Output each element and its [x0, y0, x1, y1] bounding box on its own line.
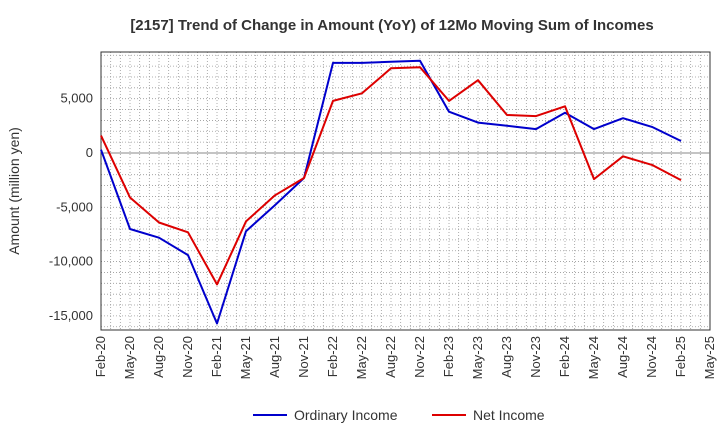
series-line-1 [100, 66, 682, 286]
y-tick-label: 0 [86, 145, 93, 160]
series-line-0 [100, 59, 682, 325]
x-tick-label: May-25 [702, 336, 717, 379]
x-tick-label: May-24 [586, 336, 601, 379]
legend: Ordinary Income Net Income [253, 407, 545, 423]
x-tick-label: May-20 [122, 336, 137, 379]
y-tick-label: -5,000 [56, 199, 93, 214]
x-tick-label: Aug-24 [615, 336, 630, 378]
x-tick-label: Feb-21 [209, 336, 224, 377]
plot-area [101, 52, 710, 330]
x-tick-label: Feb-20 [93, 336, 108, 377]
x-tick-label: Nov-24 [644, 336, 659, 378]
x-tick-label: May-21 [238, 336, 253, 379]
x-tick-label: May-23 [470, 336, 485, 379]
legend-label: Net Income [473, 407, 545, 423]
series-layer [100, 59, 682, 325]
x-tick-label: Feb-22 [325, 336, 340, 377]
x-tick-label: May-22 [354, 336, 369, 379]
y-tick-label: -10,000 [49, 254, 93, 269]
x-axis-ticks: Feb-20 May-20 Aug-20 Nov-20 Feb-21 May-21 Aug-… [93, 336, 717, 379]
x-tick-label: Nov-21 [296, 336, 311, 378]
x-tick-label: Aug-23 [499, 336, 514, 378]
x-tick-label: Feb-24 [557, 336, 572, 377]
x-tick-label: Nov-23 [528, 336, 543, 378]
legend-label: Ordinary Income [294, 407, 398, 423]
grid-lines [100, 52, 711, 330]
x-tick-label: Aug-21 [267, 336, 282, 378]
y-tick-label: -15,000 [49, 308, 93, 323]
x-tick-label: Feb-25 [673, 336, 688, 377]
x-tick-label: Aug-20 [151, 336, 166, 378]
x-tick-label: Nov-22 [412, 336, 427, 378]
y-axis-label: Amount (million yen) [6, 127, 22, 255]
x-tick-label: Aug-22 [383, 336, 398, 378]
y-tick-label: 5,000 [60, 91, 93, 106]
x-tick-label: Feb-23 [441, 336, 456, 377]
chart-title: [2157] Trend of Change in Amount (YoY) o… [130, 17, 653, 34]
x-tick-label: Nov-20 [180, 336, 195, 378]
plot-frame [100, 51, 711, 331]
y-axis-ticks: -15,000 -10,000 -5,000 0 5,000 [49, 91, 93, 323]
